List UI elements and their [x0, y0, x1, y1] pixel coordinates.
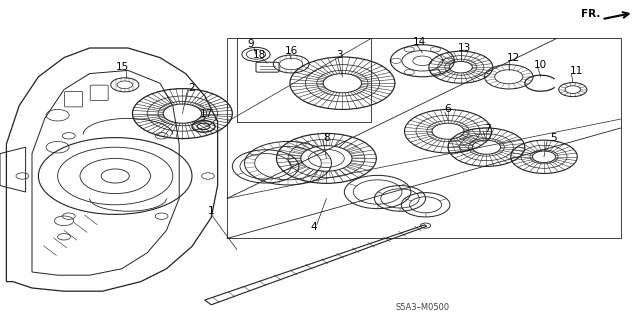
Text: 10: 10 [534, 60, 547, 70]
Text: 4: 4 [310, 222, 317, 232]
Text: 16: 16 [285, 45, 298, 56]
Text: 18: 18 [253, 50, 266, 60]
Text: 13: 13 [458, 43, 470, 53]
Text: S5A3–M0500: S5A3–M0500 [396, 303, 449, 312]
Text: 15: 15 [116, 62, 129, 72]
Text: 6: 6 [445, 104, 451, 115]
Text: 7: 7 [484, 124, 491, 134]
Text: 17: 17 [200, 108, 212, 119]
Text: 5: 5 [550, 133, 557, 143]
Text: 1: 1 [208, 206, 214, 216]
Text: 11: 11 [570, 66, 582, 76]
Text: 12: 12 [507, 52, 520, 63]
Text: 2: 2 [189, 83, 195, 93]
Text: 9: 9 [248, 39, 254, 49]
Text: FR.: FR. [581, 9, 600, 19]
Text: 14: 14 [413, 36, 426, 47]
Text: 8: 8 [323, 132, 330, 143]
Text: 3: 3 [336, 50, 342, 60]
